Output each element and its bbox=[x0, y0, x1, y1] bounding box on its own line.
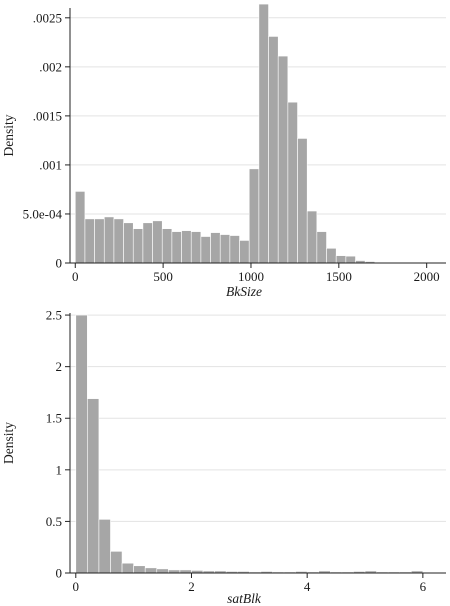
histogram-satblk: 0 0.5 1 1.5 2 2.5 0 2 4 6 satBlk Density bbox=[1, 308, 446, 606]
histogram-bar bbox=[133, 565, 146, 574]
grid-lines bbox=[70, 314, 446, 522]
bars bbox=[75, 314, 435, 574]
histogram-bar bbox=[144, 567, 158, 574]
x-tick-label: 2000 bbox=[414, 269, 440, 284]
histogram-bar bbox=[75, 314, 88, 574]
histogram-bar bbox=[152, 220, 163, 264]
y-tick-label: 1 bbox=[56, 462, 63, 477]
histogram-bar bbox=[210, 232, 221, 264]
x-tick-label: 6 bbox=[420, 579, 427, 594]
histogram-bar bbox=[132, 228, 144, 264]
histogram-bar bbox=[142, 222, 153, 264]
x-tick-label: 2 bbox=[188, 579, 195, 594]
histogram-bksize: 0 5.0e-04 .001 .0015 .002 .0025 0 500 1000 1500 20… bbox=[1, 3, 446, 299]
x-tick-label: 1500 bbox=[326, 269, 352, 284]
x-tick-label: 4 bbox=[304, 579, 311, 594]
histogram-bar bbox=[200, 236, 211, 264]
x-axis-title: satBlk bbox=[227, 591, 262, 606]
histogram-bar bbox=[268, 36, 279, 264]
histogram-bar bbox=[156, 568, 169, 574]
histogram-bar bbox=[181, 230, 192, 264]
y-tick-label: 2 bbox=[56, 359, 63, 374]
histogram-bar bbox=[306, 210, 318, 264]
y-tick-label: .001 bbox=[39, 157, 62, 172]
histogram-bar bbox=[98, 519, 111, 574]
x-tick-label: 1000 bbox=[238, 269, 264, 284]
histogram-bar bbox=[297, 138, 308, 264]
histogram-bar bbox=[171, 231, 182, 264]
x-axis-title: BkSize bbox=[226, 284, 262, 299]
y-tick-label: 1.5 bbox=[46, 411, 62, 426]
histogram-bar bbox=[84, 218, 95, 264]
y-axis-title: Density bbox=[1, 114, 16, 156]
histogram-bar bbox=[258, 3, 269, 264]
histogram-bar bbox=[229, 235, 240, 264]
tick-labels: 0 0.5 1 1.5 2 2.5 0 2 4 6 bbox=[46, 308, 427, 594]
histogram-bar bbox=[190, 231, 202, 264]
axes bbox=[65, 8, 446, 268]
grid-lines bbox=[70, 17, 446, 215]
y-tick-label: .0015 bbox=[33, 108, 62, 123]
histogram-bar bbox=[113, 218, 124, 264]
histogram-bar bbox=[110, 551, 123, 574]
y-tick-label: 0 bbox=[56, 566, 63, 581]
histogram-bar bbox=[161, 228, 173, 264]
tick-labels: 0 5.0e-04 .001 .0015 .002 .0025 0 500 1000 1500 20… bbox=[23, 10, 440, 284]
histogram-bar bbox=[316, 231, 327, 264]
histogram-bar bbox=[239, 240, 250, 264]
axes bbox=[65, 313, 446, 578]
x-tick-label: 0 bbox=[73, 579, 80, 594]
histogram-bar bbox=[326, 247, 337, 264]
y-axis-title: Density bbox=[1, 422, 16, 464]
histogram-bar bbox=[345, 255, 356, 264]
x-tick-label: 0 bbox=[72, 269, 79, 284]
histogram-bar bbox=[248, 168, 260, 264]
y-tick-label: 0 bbox=[56, 256, 63, 271]
histogram-bar bbox=[74, 191, 86, 264]
histogram-bar bbox=[277, 55, 289, 264]
histogram-bar bbox=[94, 218, 105, 264]
y-tick-label: .002 bbox=[39, 59, 62, 74]
histogram-bar bbox=[87, 398, 100, 574]
histogram-bar bbox=[103, 216, 115, 264]
histogram-bar bbox=[335, 255, 347, 264]
histogram-bar bbox=[287, 101, 298, 264]
y-tick-label: .0025 bbox=[33, 10, 62, 25]
y-tick-label: 2.5 bbox=[46, 308, 62, 323]
bars bbox=[74, 3, 424, 264]
y-tick-label: 0.5 bbox=[46, 514, 62, 529]
y-tick-label: 5.0e-04 bbox=[23, 206, 63, 221]
histogram-bar bbox=[123, 222, 134, 264]
histogram-bar bbox=[121, 562, 134, 574]
histogram-bar bbox=[219, 234, 231, 264]
x-tick-label: 500 bbox=[153, 269, 173, 284]
